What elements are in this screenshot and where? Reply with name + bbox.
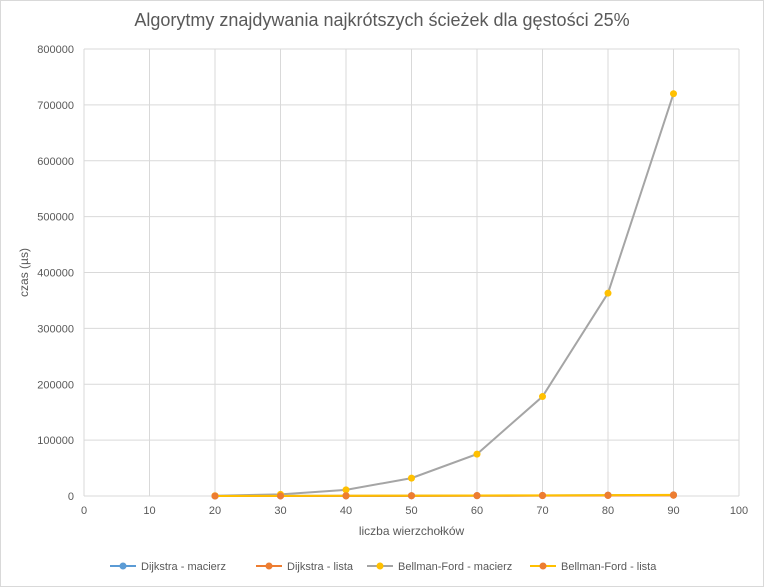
data-point-2 [408,474,415,482]
legend-marker-3 [539,562,547,570]
x-tick-label: 50 [405,505,417,517]
x-tick-label: 0 [81,505,87,517]
y-tick-label: 300000 [37,323,74,335]
y-tick-label: 600000 [37,156,74,168]
x-axis-label: liczba wierzchołków [359,524,465,538]
data-point-3 [604,491,612,499]
data-point-2 [604,289,612,297]
data-point-3 [539,491,546,499]
legend-label-3: Bellman-Ford - lista [561,561,657,573]
legend-marker-2 [376,562,384,570]
data-point-3 [211,492,219,500]
data-point-3 [342,492,350,500]
y-tick-label: 100000 [37,435,74,447]
y-tick-label: 0 [68,491,74,503]
x-tick-label: 70 [536,505,548,517]
data-point-3 [408,492,415,500]
x-tick-label: 90 [667,505,679,517]
series-line-2 [214,93,675,497]
series-line-3 [214,493,674,497]
x-tick-label: 80 [602,505,614,517]
data-point-2 [473,450,481,458]
x-tick-label: 60 [471,505,483,517]
y-tick-label: 400000 [37,268,74,280]
x-tick-label: 40 [340,505,352,517]
data-point-2 [670,90,677,98]
legend-label-2: Bellman-Ford - macierz [398,561,512,573]
legend-label-1: Dijkstra - lista [287,561,354,573]
chart-title: Algorytmy znajdywania najkrótszych ścież… [134,10,630,30]
y-tick-label: 700000 [37,100,74,112]
y-tick-label: 200000 [37,379,74,391]
legend-marker-0 [119,562,127,570]
x-tick-label: 10 [143,505,155,517]
x-tick-label: 20 [209,505,221,517]
data-point-3 [277,492,284,500]
data-point-3 [670,491,677,499]
legend-marker-1 [265,562,273,570]
data-point-2 [342,486,350,494]
y-axis-label: czas (µs) [17,248,31,297]
data-point-2 [539,393,546,401]
y-tick-label: 800000 [37,44,74,56]
data-point-3 [473,491,481,499]
x-tick-label: 30 [274,505,286,517]
x-tick-label: 100 [730,505,748,517]
legend-label-0: Dijkstra - macierz [141,561,226,573]
y-tick-label: 500000 [37,212,74,224]
